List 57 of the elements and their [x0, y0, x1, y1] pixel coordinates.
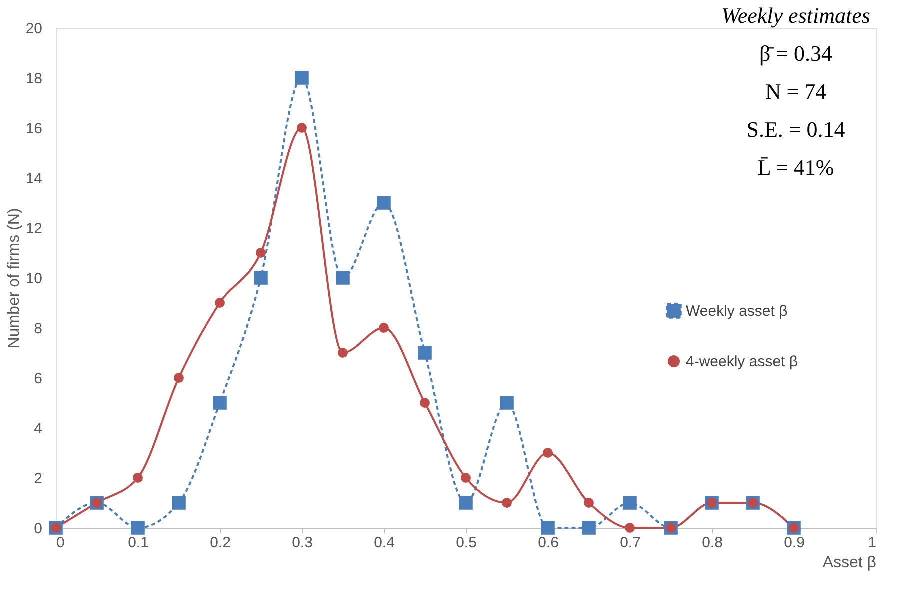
point — [541, 521, 555, 535]
point — [213, 396, 227, 410]
x-tick-label: 0.7 — [620, 534, 641, 552]
point — [379, 323, 389, 333]
x-axis-title: Asset β — [822, 554, 876, 572]
point — [338, 348, 348, 358]
legend-label: 4-weekly asset β — [686, 354, 798, 370]
y-tick-label: 8 — [34, 320, 42, 338]
y-tick-label: 10 — [26, 270, 42, 288]
point — [295, 71, 309, 85]
point — [461, 473, 471, 483]
y-tick-label: 6 — [34, 370, 42, 388]
point — [254, 271, 268, 285]
y-tick-label: 4 — [34, 420, 42, 438]
x-tick-label: 0.9 — [784, 534, 805, 552]
annotation: β̄ = 0.34 — [759, 41, 833, 66]
y-tick-label: 16 — [26, 120, 42, 138]
x-tick-label: 0 — [56, 534, 65, 552]
point — [174, 373, 184, 383]
y-tick-label: 12 — [26, 220, 42, 238]
x-tick-label: 0.3 — [292, 534, 313, 552]
x-tick-label: 0.6 — [538, 534, 559, 552]
point — [502, 498, 512, 508]
y-tick-label: 2 — [34, 470, 42, 488]
point — [172, 496, 186, 510]
point — [623, 496, 637, 510]
point — [420, 398, 430, 408]
legend-label: Weekly asset β — [686, 303, 788, 320]
x-tick-label: 0.8 — [702, 534, 723, 552]
point — [625, 523, 635, 533]
point — [336, 271, 350, 285]
point — [131, 521, 145, 535]
point — [500, 396, 514, 410]
y-tick-label: 0 — [34, 520, 42, 538]
point — [584, 498, 594, 508]
y-tick-label: 20 — [26, 20, 42, 38]
y-tick-label: 18 — [26, 70, 42, 88]
x-tick-label: 0.2 — [210, 534, 231, 552]
point — [418, 346, 432, 360]
point — [459, 496, 473, 510]
text: Weekly estimates — [722, 3, 870, 28]
point — [582, 521, 596, 535]
point — [543, 448, 553, 458]
annotation: L̄ = 41% — [758, 155, 834, 180]
annotation: N = 74 — [765, 79, 827, 104]
point — [133, 473, 143, 483]
point — [377, 196, 391, 210]
point — [297, 123, 307, 133]
x-tick-label: 1 — [868, 534, 876, 552]
annotation: S.E. = 0.14 — [746, 117, 846, 142]
y-tick-label: 14 — [26, 170, 42, 188]
x-tick-label: 0.1 — [128, 534, 149, 552]
x-tick-label: 0.4 — [374, 534, 395, 552]
point — [256, 248, 266, 258]
x-tick-label: 0.5 — [456, 534, 477, 552]
y-axis-title: Number of firms (N) — [6, 208, 23, 349]
point — [215, 298, 225, 308]
